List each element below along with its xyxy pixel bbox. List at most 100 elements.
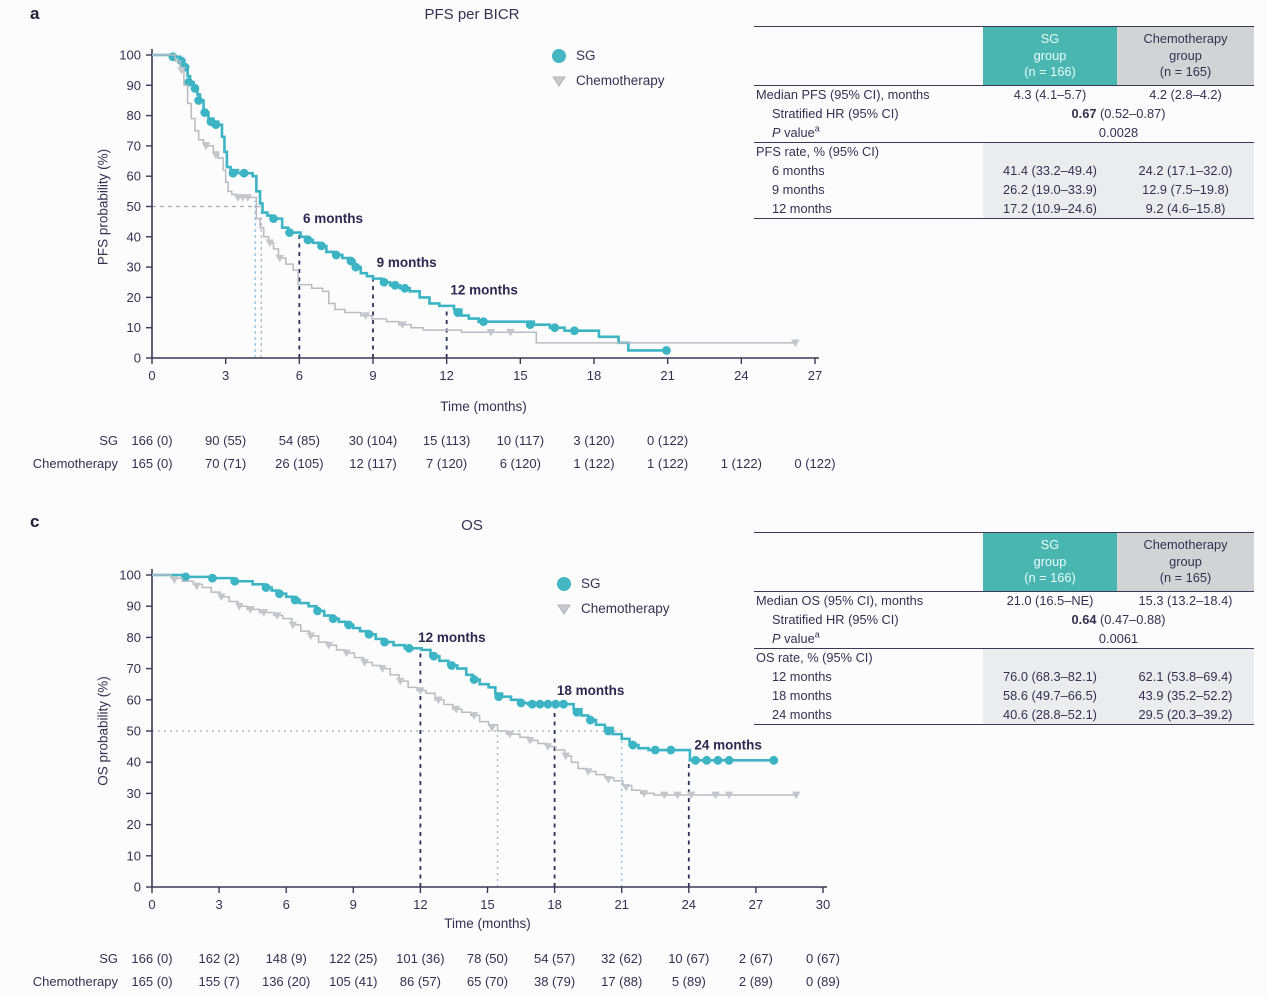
censor-mark-circle [285,228,294,237]
rate-label: 12 months [772,669,832,684]
rate-sg-value: 58.6 (49.7–66.5) [983,686,1117,706]
shade-cell [983,648,1117,668]
shade-cell [1117,648,1254,668]
censor-mark-circle [351,262,361,272]
censor-mark-circle [569,326,579,336]
censor-mark-circle [275,589,284,599]
y-tick-label: 80 [127,630,141,645]
panel-c-y-axis-label: OS probability (%) [95,676,111,786]
censor-mark-triangle [243,194,253,202]
y-tick-label: 30 [127,786,141,801]
stats-header-sg-group: SG group (n = 166) [983,26,1117,86]
censor-mark-circle [211,120,221,130]
risk-value: 17 (88) [601,974,643,989]
risk-value: 0 (89) [806,974,840,989]
rate-row-9-months: 9 months 26.2 (19.0–33.9) 12.9 (7.5–19.8… [754,180,1254,200]
median-pfs-chemo-value: 4.2 (2.8–4.2) [1149,87,1222,103]
y-tick-label: 40 [127,755,141,770]
rate-sg-value: 41.4 (33.2–49.4) [983,161,1117,181]
p-value-row: P valuea 0.0028 [754,124,1254,143]
x-tick-label: 15 [513,368,527,383]
risk-value: 15 (113) [422,433,471,448]
risk-value: 166 (0) [131,433,173,448]
rate-row-18-months: 18 months 58.6 (49.7–66.5) 43.9 (35.2–52… [754,686,1254,706]
censor-mark-circle [479,317,488,327]
p-value: 0.0028 [1098,124,1139,140]
censor-mark-triangle [395,677,405,686]
censor-mark-triangle [177,66,186,75]
timepoint-annotation: 12 months [418,630,486,645]
stats-header-chemotherapy-group: Chemotherapy group (n = 165) [1117,26,1254,86]
km-curve-sg [152,573,775,762]
risk-value: 122 (25) [329,951,378,966]
censor-mark-circle [535,699,545,709]
censor-mark-circle [559,699,568,709]
median-os-label: Median OS (95% CI), months [756,593,924,609]
x-tick-label: 0 [148,897,155,912]
y-tick-label: 10 [127,320,141,335]
hr-ci-value: (0.52–0.87) [1096,106,1166,121]
risk-value: 101 (36) [396,951,445,966]
censor-mark-circle [572,707,582,717]
x-tick-label: 21 [660,368,674,383]
x-tick-label: 24 [682,897,696,912]
risk-value: 1 (122) [573,456,615,471]
y-tick-label: 40 [127,229,141,244]
censor-mark-circle [713,755,723,765]
y-tick-label: 30 [127,260,141,275]
censor-mark-circle [724,755,734,765]
risk-value: 148 (9) [265,951,307,966]
rate-chemo-value: 29.5 (20.3–39.2) [1117,705,1254,725]
hr-ci-value: (0.47–0.88) [1096,612,1166,627]
panel-letter-a: a [30,4,40,23]
y-tick-label: 50 [127,199,141,214]
panel-a-title: PFS per BICR [424,6,520,23]
stats-table-os: SG group (n = 166) Chemotherapy group (n… [754,532,1254,725]
censor-mark-triangle [469,712,479,720]
censor-mark-triangle [217,593,226,602]
censor-mark-circle [666,745,676,755]
pfs-rate-section-row: PFS rate, % (95% CI) [754,142,1254,162]
censor-mark-triangle [234,602,244,611]
risk-value: 0 (122) [647,433,689,448]
p-value-row: P valuea 0.0061 [754,630,1254,649]
median-os-chemo-value: 15.3 (13.2–18.4) [1138,593,1233,609]
censor-mark-triangle [416,687,425,695]
km-curve-chemotherapy [152,54,796,344]
stats-header-empty [754,532,983,592]
p-superscript: a [814,629,820,640]
p-superscript: a [814,123,820,134]
risk-value: 12 (117) [349,456,397,471]
censor-mark-circle [527,699,537,709]
censor-mark-triangle [170,576,179,584]
rate-row-12-months: 12 months 17.2 (10.9–24.6) 9.2 (4.6–15.8… [754,199,1254,219]
risk-value: 3 (120) [573,433,615,448]
censor-mark-triangle [272,612,282,620]
median-pfs-sg-value: 4.3 (4.1–5.7) [1013,87,1087,103]
censor-mark-circle [390,280,400,290]
y-tick-label: 10 [127,848,141,863]
stats-header-row: SG group (n = 166) Chemotherapy group (n… [754,26,1254,86]
risk-value: 38 (79) [533,974,576,989]
axes [151,569,827,888]
rate-sg-value: 40.6 (28.8–52.1) [983,705,1117,725]
x-tick-label: 15 [480,897,494,912]
censor-mark-circle [447,661,457,670]
x-tick-label: 9 [369,368,376,383]
chemotherapy-triangle-icon [557,604,571,615]
censor-mark-triangle [378,665,387,673]
rate-chemo-value: 62.1 (53.8–69.4) [1117,667,1254,687]
risk-row-label: Chemotherapy [32,974,118,989]
x-tick-label: 6 [283,897,290,912]
censor-mark-circle [328,614,338,624]
risk-value: 6 (120) [499,456,541,471]
rate-sg-value: 17.2 (10.9–24.6) [983,199,1117,219]
y-tick-label: 20 [127,290,141,305]
censor-mark-triangle [543,743,553,751]
rate-row-24-months: 24 months 40.6 (28.8–52.1) 29.5 (20.3–39… [754,705,1254,725]
risk-value: 2 (67) [738,951,773,966]
sg-circle-icon [557,576,571,591]
censor-mark-circle [200,108,210,117]
median-pfs-row: Median PFS (95% CI), months 4.3 (4.1–5.7… [754,86,1254,105]
